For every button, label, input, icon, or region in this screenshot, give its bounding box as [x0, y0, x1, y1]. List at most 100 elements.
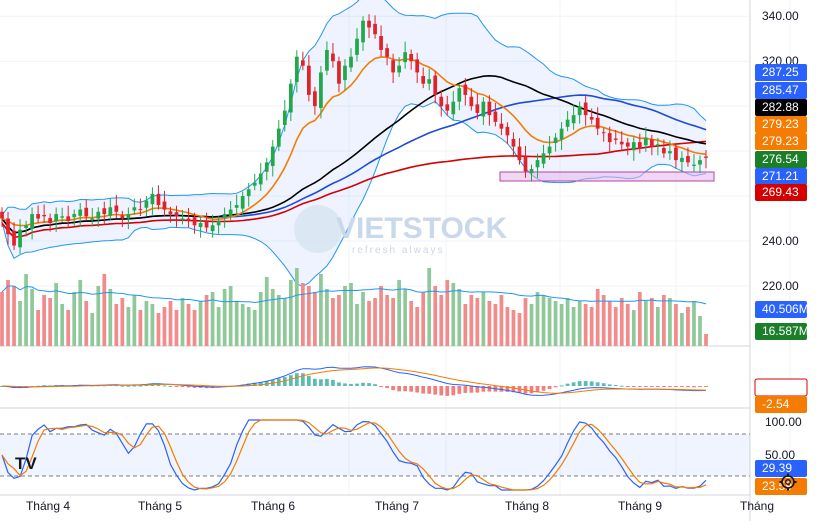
volume-bar: [270, 289, 275, 346]
candle-body: [475, 104, 480, 113]
time-tick-label: Tháng: [740, 499, 774, 513]
macd-histogram-bar: [126, 385, 131, 387]
volume-bar: [361, 292, 365, 346]
macd-histogram-bar: [686, 386, 690, 388]
candle-body: [264, 162, 269, 172]
badge-text: 23.59: [762, 479, 792, 493]
candle-body: [84, 207, 89, 217]
volume-bar: [174, 310, 179, 346]
volume-bar: [78, 280, 83, 346]
volume-bar: [499, 295, 504, 346]
volume-bar: [637, 292, 642, 346]
macd-histogram-bar: [288, 375, 293, 386]
candle-body: [192, 217, 197, 226]
volume-bar: [294, 268, 299, 346]
candle-body: [583, 102, 588, 116]
stochastic-band: [0, 434, 750, 476]
macd-histogram-bar: [252, 382, 257, 386]
volume-bar: [427, 268, 432, 346]
volume-bar: [102, 274, 107, 346]
volume-bar: [216, 307, 221, 346]
volume-bar: [126, 307, 131, 346]
stochastic-tick-label: 100.00: [765, 415, 802, 429]
volume-bar: [451, 283, 456, 346]
macd-histogram-bar: [379, 386, 383, 387]
volume-bar: [288, 280, 293, 346]
volume-bar: [643, 301, 648, 346]
candle-body: [619, 141, 624, 145]
volume-bar: [589, 307, 594, 346]
macd-histogram-bar: [601, 383, 606, 386]
macd-histogram-bar: [373, 384, 377, 386]
settings-gear-icon[interactable]: [779, 473, 797, 491]
volume-bar: [246, 307, 251, 346]
candle-body: [433, 75, 438, 95]
volume-bar: [355, 304, 359, 346]
volume-bar: [276, 295, 281, 346]
volume-bar: [607, 301, 612, 346]
candle-body: [499, 123, 504, 129]
badge-bg: [755, 151, 807, 168]
price-badge: 279.23: [755, 116, 807, 133]
volume-bar: [0, 292, 4, 346]
badge-text: 279.23: [762, 117, 799, 131]
volume-bar: [379, 286, 383, 346]
volume-bar: [655, 307, 660, 346]
volume-bar: [12, 286, 16, 346]
candle-body: [168, 211, 173, 215]
candle-body: [90, 218, 95, 220]
stochastic-d-line: [1, 419, 707, 491]
candle-body: [445, 104, 450, 111]
candle-body: [613, 138, 618, 140]
candle-body: [668, 151, 672, 154]
macd-histogram-bar: [559, 385, 564, 387]
macd-histogram-bar: [668, 386, 672, 387]
candle-body: [60, 216, 65, 218]
macd-panel: [0, 366, 708, 396]
candle-body: [637, 142, 642, 149]
badge-bg: [755, 82, 807, 99]
volume-bar: [457, 289, 462, 346]
volume-bar: [463, 304, 468, 346]
volume-bar: [523, 298, 528, 346]
candle-body: [54, 214, 59, 222]
time-tick-label: Tháng 4: [26, 499, 70, 513]
candle-body: [48, 218, 53, 224]
volume-bar: [505, 307, 510, 346]
candle-body: [180, 218, 185, 220]
macd-histogram-bar: [258, 381, 263, 386]
candle-body: [294, 56, 299, 82]
stochastic-panel: [0, 419, 750, 491]
watermark-text: VIETSTOCK: [336, 212, 507, 245]
candle-body: [120, 215, 125, 219]
macd-histogram-bar: [325, 378, 329, 386]
macd-histogram-bar: [174, 386, 179, 387]
volume-bar: [72, 292, 77, 346]
macd-histogram-bar: [307, 375, 311, 386]
macd-histogram-bar: [427, 386, 432, 394]
volume-bar: [433, 286, 438, 346]
macd-histogram-bar: [469, 386, 474, 393]
volume-bar: [319, 274, 323, 346]
candle-body: [451, 101, 456, 115]
volume-bar: [469, 295, 474, 346]
candle-body: [156, 193, 161, 206]
volume-bar: [553, 301, 558, 346]
volume-bar: [180, 298, 185, 346]
volume-bar: [385, 295, 389, 346]
volume-bar: [649, 298, 654, 346]
macd-histogram-bar: [331, 379, 335, 386]
macd-histogram-bar: [186, 386, 191, 388]
svg-text:TV: TV: [15, 454, 37, 473]
volume-bar: [186, 304, 191, 346]
volume-bar: [577, 301, 582, 346]
candle-body: [409, 54, 414, 62]
volume-bar: [300, 283, 305, 346]
candle-body: [595, 117, 600, 129]
badge-bg: [755, 184, 807, 201]
volume-bar: [493, 304, 498, 346]
macd-histogram-bar: [499, 386, 504, 392]
candle-body: [240, 196, 245, 209]
volume-bar: [84, 301, 89, 346]
macd-histogram-bar: [343, 383, 347, 386]
